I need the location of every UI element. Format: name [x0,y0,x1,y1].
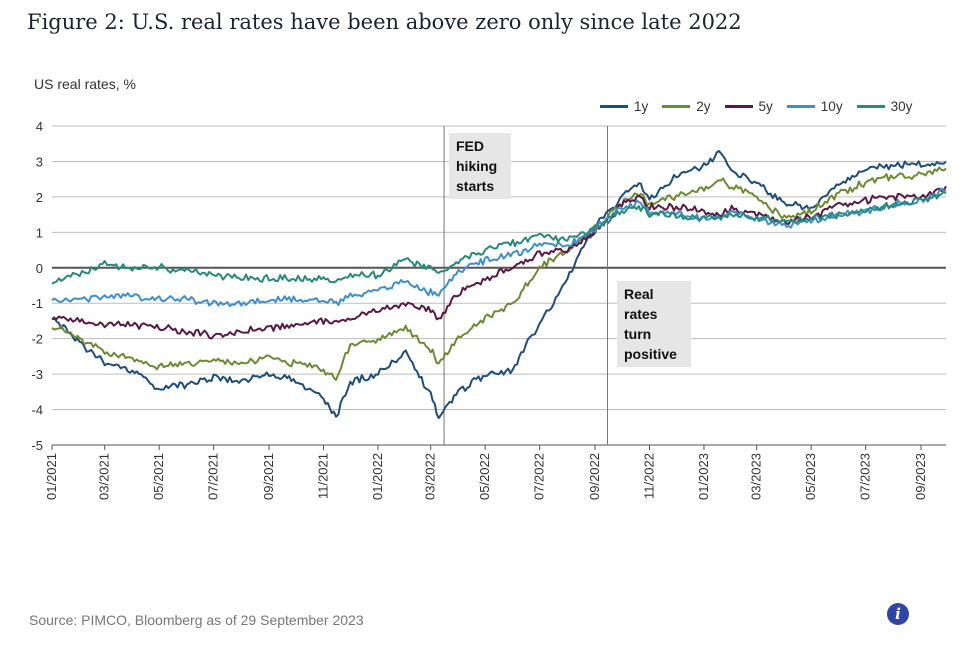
x-tick-label: 09/2022 [587,453,602,500]
y-tick-label: 0 [36,261,43,276]
x-tick-label: 11/2022 [641,453,656,499]
x-tick-label: 11/2021 [316,453,331,499]
legend-label: 5y [758,99,773,114]
x-tick-label: 07/2021 [206,453,221,500]
legend-swatch [600,105,628,108]
legend-swatch [856,105,885,108]
y-tick-label: 4 [36,119,43,134]
legend-label: 30y [890,99,913,114]
series-line-5y [51,185,947,340]
x-tick-label: 03/2023 [749,453,764,500]
chart-title: Figure 2: U.S. real rates have been abov… [27,10,742,34]
x-tick-label: 07/2023 [858,453,873,500]
info-icon[interactable]: i [887,603,909,625]
x-tick-label: 09/2021 [261,453,276,500]
legend-item-1y[interactable]: 1y [600,99,648,114]
y-tick-label: -2 [31,332,43,347]
x-tick-label: 05/2023 [803,453,818,500]
source-note: Source: PIMCO, Bloomberg as of 29 Septem… [29,612,364,628]
legend-item-30y[interactable]: 30y [856,99,913,114]
legend-item-2y[interactable]: 2y [662,99,711,114]
legend-label: 2y [696,99,711,114]
y-tick-label: 3 [36,154,43,169]
y-tick-label: -5 [31,438,43,453]
x-tick-label: 07/2022 [532,453,547,500]
legend-swatch [662,105,691,108]
annotation-real-rates-positive: Real rates turn positive [617,281,691,367]
legend-label: 10y [820,99,843,114]
legend: 1y 2y 5y 10y 30y [600,99,926,114]
legend-label: 1y [634,99,649,114]
legend-swatch [786,105,815,108]
x-tick-label: 01/2023 [696,453,711,500]
x-tick-label: 01/2021 [44,453,59,500]
y-tick-label: -4 [31,403,43,418]
series-line-30y [51,190,947,285]
y-tick-label: 1 [36,225,43,240]
y-tick-label: -3 [31,367,43,382]
annotation-fed-hiking: FED hiking starts [449,133,511,199]
legend-item-5y[interactable]: 5y [724,99,773,114]
legend-swatch [724,105,753,108]
series-line-2y [51,166,947,381]
x-tick-label: 05/2022 [477,453,492,500]
y-tick-label: -1 [31,296,43,311]
series-line-1y [51,150,947,419]
x-tick-label: 01/2022 [370,453,385,500]
x-tick-label: 03/2022 [423,453,438,500]
y-tick-label: 2 [36,190,43,205]
x-tick-label: 09/2023 [913,453,928,500]
x-tick-label: 03/2021 [97,453,112,500]
y-axis-label: US real rates, % [34,76,136,92]
series-line-10y [51,187,947,308]
x-tick-label: 05/2021 [151,453,166,500]
legend-item-10y[interactable]: 10y [786,99,843,114]
